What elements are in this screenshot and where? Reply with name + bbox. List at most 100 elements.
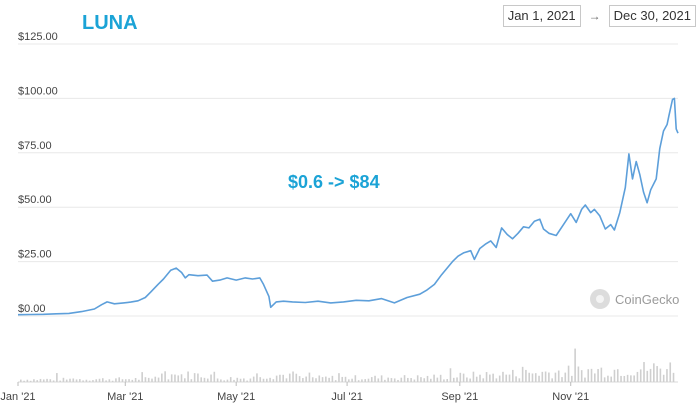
volume-bar bbox=[538, 375, 540, 382]
volume-bar bbox=[226, 379, 229, 382]
volume-bar bbox=[285, 378, 288, 382]
volume-bar bbox=[525, 369, 527, 382]
volume-bar bbox=[138, 379, 140, 382]
volume-bar bbox=[636, 371, 639, 382]
volume-bar bbox=[223, 380, 225, 382]
volume-bar bbox=[180, 374, 183, 382]
volume-bar bbox=[167, 379, 170, 382]
volume-bar bbox=[502, 371, 504, 382]
volume-bar bbox=[256, 373, 258, 382]
volume-bar bbox=[512, 369, 514, 382]
volume-bar bbox=[443, 379, 445, 382]
x-tick-label: Jan '21 bbox=[0, 391, 35, 403]
volume-bar bbox=[243, 378, 245, 382]
volume-bar bbox=[147, 377, 150, 382]
volume-bar bbox=[584, 377, 586, 382]
volume-bar bbox=[357, 380, 360, 382]
volume-bar bbox=[170, 374, 173, 382]
volume-bar bbox=[288, 373, 291, 382]
volume-bar bbox=[518, 378, 521, 382]
volume-bar bbox=[594, 373, 596, 382]
volume-bar bbox=[479, 374, 481, 382]
volume-bar bbox=[275, 375, 278, 382]
volume-bar bbox=[407, 377, 409, 382]
volume-bar bbox=[79, 379, 81, 382]
volume-bar bbox=[193, 373, 196, 382]
volume-bar bbox=[472, 371, 475, 382]
volume-bar bbox=[118, 377, 120, 382]
volume-bar bbox=[620, 375, 622, 382]
volume-bar bbox=[603, 377, 606, 382]
volume-bar bbox=[20, 379, 22, 382]
volume-bar bbox=[649, 368, 652, 382]
volume-bar bbox=[410, 378, 412, 382]
volume-bar bbox=[597, 369, 599, 382]
volume-bar bbox=[610, 376, 612, 382]
volume-bar bbox=[561, 377, 563, 382]
volume-bar bbox=[141, 372, 143, 382]
volume-bar bbox=[361, 379, 363, 382]
volume-bar bbox=[98, 378, 101, 382]
volume-bar bbox=[528, 372, 530, 382]
volume-bar bbox=[92, 380, 94, 382]
volume-bar bbox=[26, 379, 29, 382]
y-tick-label: $0.00 bbox=[18, 303, 46, 315]
volume-bar bbox=[426, 375, 429, 382]
x-tick-label: Sep '21 bbox=[441, 391, 478, 403]
volume-bar bbox=[252, 376, 255, 382]
volume-bar bbox=[184, 378, 186, 382]
volume-bar bbox=[262, 378, 265, 382]
volume-bar bbox=[72, 378, 75, 382]
volume-bar bbox=[65, 379, 68, 382]
volume-bar bbox=[469, 378, 471, 382]
volume-bar bbox=[210, 374, 212, 382]
volume-bar bbox=[446, 379, 448, 382]
volume-bar bbox=[416, 375, 419, 382]
volume-bar bbox=[370, 377, 373, 382]
volume-bar bbox=[485, 372, 488, 382]
volume-bar bbox=[206, 378, 209, 382]
volume-bar bbox=[387, 377, 389, 382]
end-date-input[interactable]: Dec 30, 2021 bbox=[608, 5, 696, 27]
volume-bar bbox=[59, 380, 61, 382]
volume-bar bbox=[213, 371, 216, 382]
volume-bar bbox=[495, 378, 498, 382]
x-tick-label: May '21 bbox=[217, 391, 255, 403]
volume-bar bbox=[325, 376, 327, 382]
volume-bar bbox=[161, 373, 163, 382]
start-date-input[interactable]: Jan 1, 2021 bbox=[502, 5, 581, 27]
volume-bar bbox=[630, 375, 632, 382]
arrow-right-icon: → bbox=[588, 9, 601, 23]
volume-bar bbox=[266, 378, 268, 382]
volume-bar bbox=[574, 348, 576, 382]
volume-bar bbox=[62, 377, 65, 382]
volume-bar bbox=[85, 379, 88, 382]
volume-bar bbox=[626, 374, 629, 382]
volume-bar bbox=[105, 380, 107, 382]
volume-bar bbox=[489, 374, 491, 382]
volume-bar bbox=[249, 378, 252, 382]
volume-bar bbox=[298, 376, 301, 382]
volume-bar bbox=[334, 380, 337, 382]
volume-bar bbox=[239, 378, 242, 382]
volume-bar bbox=[69, 378, 71, 382]
x-tick-label: Nov '21 bbox=[552, 391, 589, 403]
volume-bar bbox=[246, 380, 248, 382]
volume-bar bbox=[46, 378, 48, 382]
volume-bar bbox=[587, 369, 590, 382]
volume-bar bbox=[229, 377, 232, 382]
coingecko-credit: CoinGecko bbox=[590, 289, 679, 309]
volume-bar bbox=[39, 378, 42, 382]
volume-bar bbox=[75, 379, 78, 382]
volume-bar bbox=[377, 378, 380, 382]
volume-bar bbox=[220, 379, 222, 382]
x-tick-label: Jul '21 bbox=[331, 391, 362, 403]
volume-bar bbox=[571, 375, 573, 382]
volume-bar bbox=[643, 362, 645, 382]
volume-bar bbox=[600, 367, 603, 382]
volume-bar bbox=[482, 378, 485, 382]
volume-bar bbox=[124, 379, 127, 382]
y-tick-label: $50.00 bbox=[18, 194, 52, 206]
volume-bar bbox=[400, 377, 403, 382]
volume-bar bbox=[200, 377, 202, 382]
